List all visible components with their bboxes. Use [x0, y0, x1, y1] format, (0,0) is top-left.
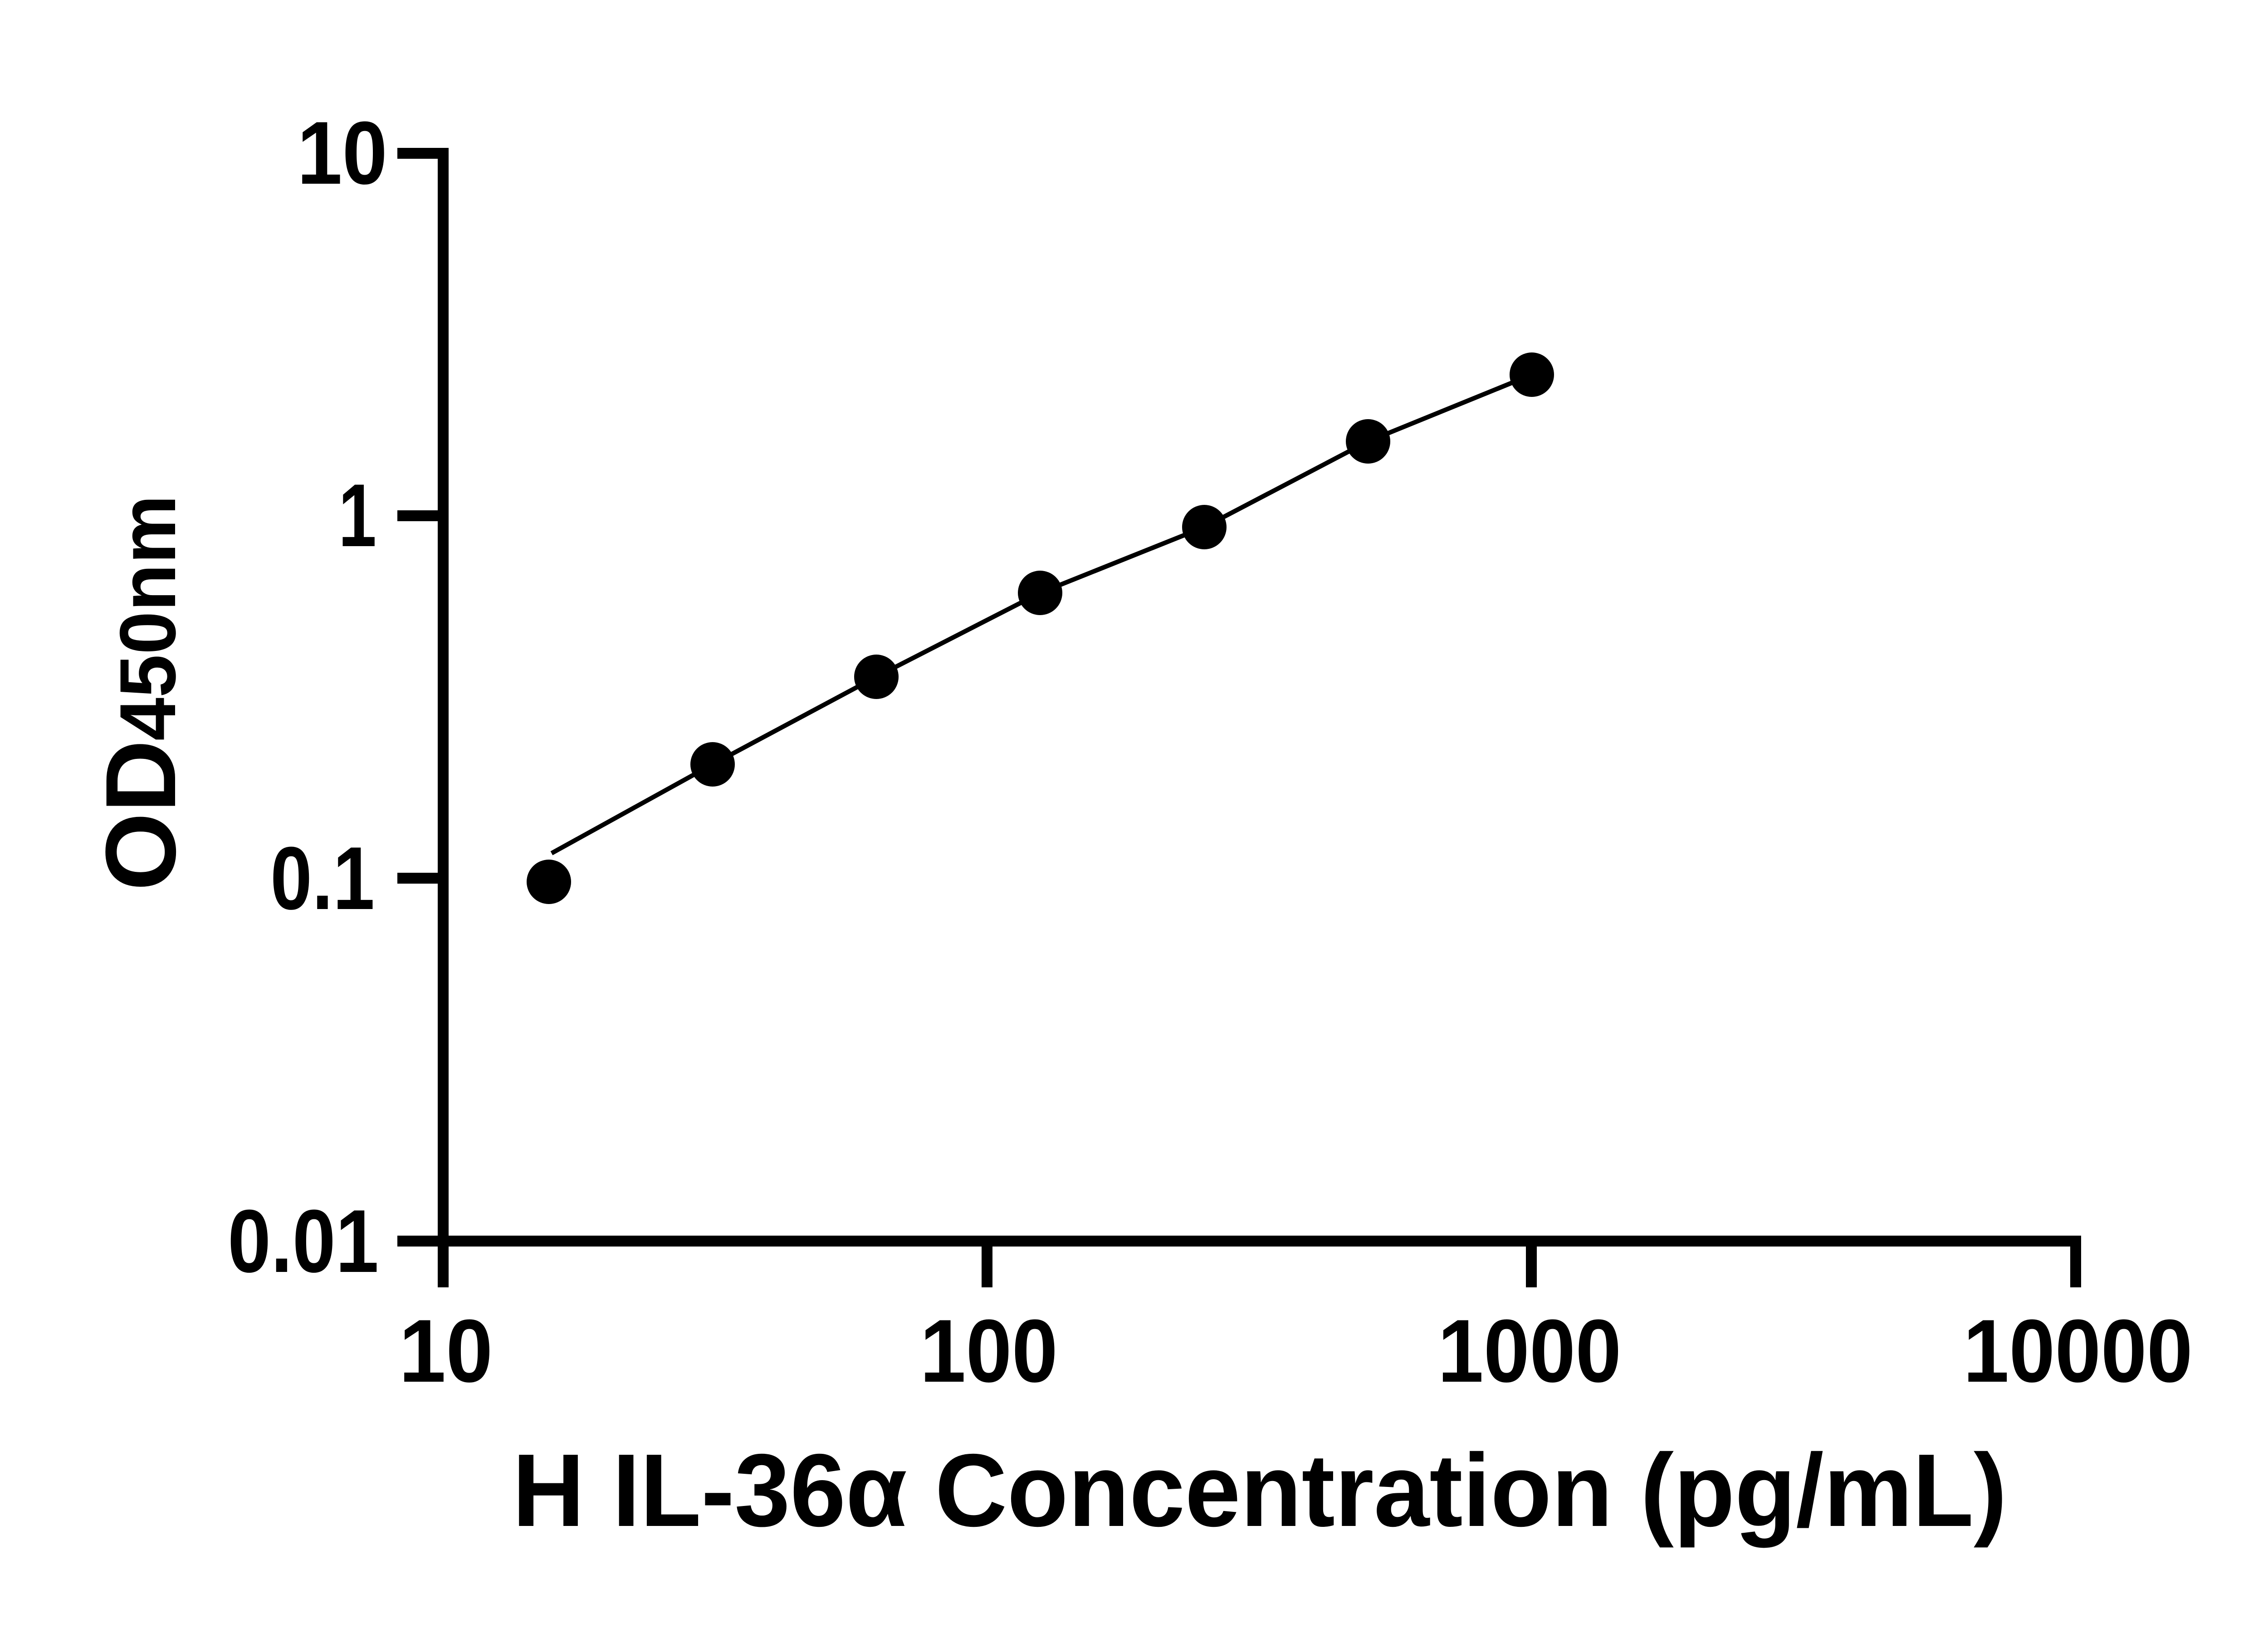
svg-text:100: 100: [920, 1301, 1058, 1401]
svg-text:1: 1: [338, 465, 376, 565]
svg-text:0.01: 0.01: [228, 1191, 379, 1291]
svg-text:10: 10: [297, 103, 387, 203]
svg-text:0.1: 0.1: [270, 828, 375, 928]
svg-text:450nm: 450nm: [104, 495, 192, 741]
svg-text:1000: 1000: [1438, 1301, 1622, 1401]
svg-text:10: 10: [399, 1301, 493, 1401]
svg-text:10000: 10000: [1963, 1301, 2193, 1401]
svg-text:H IL-36α Concentration (pg/mL): H IL-36α Concentration (pg/mL): [513, 1433, 2007, 1548]
svg-text:OD: OD: [85, 740, 196, 891]
